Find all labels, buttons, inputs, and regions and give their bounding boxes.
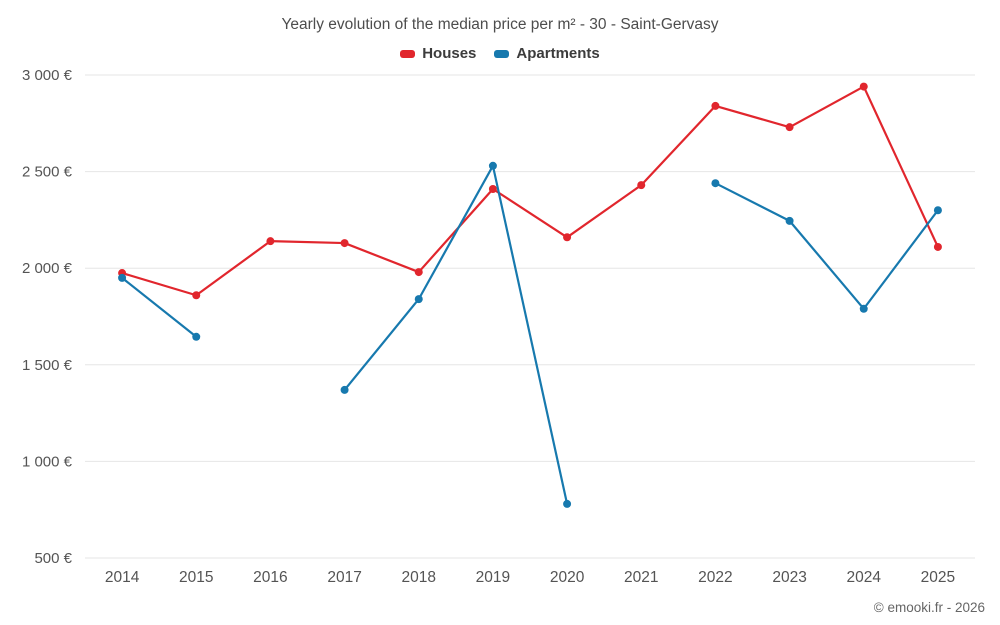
apartments-point (488, 161, 497, 170)
apartments-point (192, 332, 201, 341)
y-axis-label: 2 500 € (22, 164, 73, 181)
x-axis-label: 2016 (253, 569, 287, 586)
apartments-line (714, 182, 940, 310)
houses-point (933, 242, 942, 251)
houses-point (637, 181, 646, 190)
houses-point (859, 82, 868, 91)
copyright: © emooki.fr - 2026 (873, 600, 985, 615)
x-axis-label: 2024 (847, 569, 882, 586)
y-axis-label: 1 000 € (22, 453, 73, 470)
apartments-legend-label: Apartments (516, 45, 600, 62)
x-axis-label: 2019 (476, 569, 510, 586)
apartments-line (343, 164, 569, 506)
legend-item-houses[interactable]: Houses (400, 45, 476, 62)
x-axis-label: 2018 (402, 569, 436, 586)
apartments-point (711, 179, 720, 188)
legend: Houses Apartments (0, 45, 1000, 62)
x-axis-label: 2017 (327, 569, 361, 586)
houses-point (563, 233, 572, 242)
apartments-line (120, 276, 198, 338)
apartments-point (859, 304, 868, 313)
x-axis-label: 2015 (179, 569, 213, 586)
x-axis-label: 2014 (105, 569, 140, 586)
x-axis-label: 2020 (550, 569, 585, 586)
houses-legend-marker (400, 49, 416, 58)
apartments-point (118, 273, 127, 282)
y-axis-label: 1 500 € (22, 357, 73, 374)
x-axis-label: 2023 (772, 569, 806, 586)
y-axis-label: 2 000 € (22, 260, 73, 277)
legend-item-apartments[interactable]: Apartments (494, 45, 600, 62)
houses-point (711, 101, 720, 110)
y-axis-label: 3 000 € (22, 67, 73, 84)
houses-point (488, 184, 497, 193)
apartments-point (785, 216, 794, 225)
y-axis-label: 500 € (34, 550, 72, 567)
apartments-point (414, 295, 423, 304)
chart-title: Yearly evolution of the median price per… (281, 16, 719, 33)
houses-line (120, 85, 940, 297)
x-axis-label: 2025 (921, 569, 955, 586)
x-axis-label: 2021 (624, 569, 658, 586)
houses-point (266, 237, 275, 246)
houses-point (340, 239, 349, 248)
apartments-point (340, 385, 349, 394)
apartments-legend-marker (494, 49, 510, 58)
houses-legend-label: Houses (422, 45, 477, 62)
apartments-point (933, 206, 942, 215)
apartments-point (563, 499, 572, 508)
x-axis-label: 2022 (698, 569, 732, 586)
houses-point (785, 123, 794, 132)
houses-point (192, 291, 201, 300)
houses-point (414, 268, 423, 277)
